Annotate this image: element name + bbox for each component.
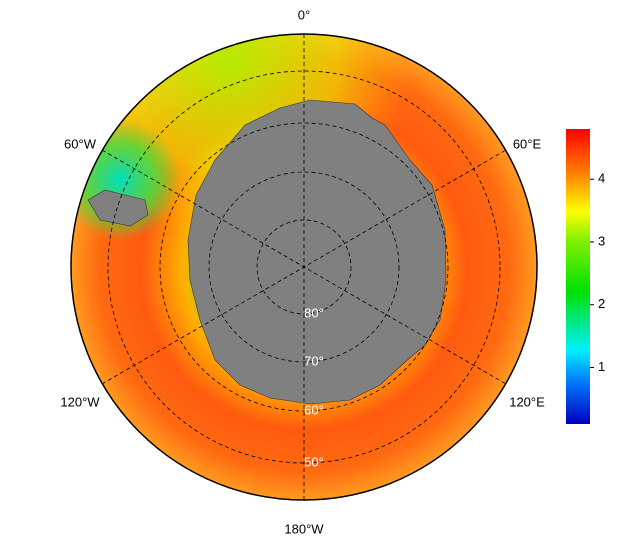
- colorbar-tick-label: 1: [598, 359, 605, 374]
- colorbar-tick-label: 3: [598, 233, 605, 248]
- longitude-label: 60°E: [513, 136, 542, 151]
- latitude-label: 70°: [304, 353, 324, 368]
- colorbar-tick-label: 4: [598, 171, 605, 186]
- antarctica: [187, 99, 447, 405]
- latitude-label: 50°: [304, 454, 324, 469]
- longitude-label: 180°W: [284, 521, 324, 536]
- south-america-tip: [87, 189, 149, 227]
- longitude-label: 0°: [298, 7, 310, 22]
- longitude-label: 120°W: [60, 394, 100, 409]
- graticule: [101, 34, 507, 500]
- longitude-label: 120°E: [509, 394, 545, 409]
- colorbar-tick-label: 2: [598, 296, 605, 311]
- map-border: [70, 33, 538, 501]
- colorbar: [566, 129, 590, 424]
- latitude-label: 80°: [304, 305, 324, 320]
- longitude-label: 60°W: [64, 136, 97, 151]
- latitude-label: 60°: [304, 402, 324, 417]
